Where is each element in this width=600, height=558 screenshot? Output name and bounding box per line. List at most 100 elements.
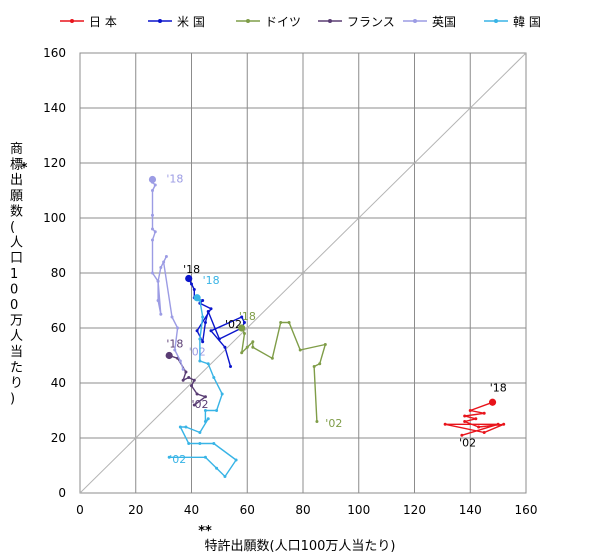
legend-label: フランス [347, 15, 395, 29]
start-year-label: '02 [459, 436, 476, 449]
data-point [463, 420, 467, 423]
x-tick-label: 0 [76, 503, 84, 517]
data-point [150, 227, 154, 231]
data-point [159, 312, 163, 316]
data-point [220, 392, 224, 396]
grid [79, 52, 527, 494]
data-point [167, 455, 171, 459]
data-point [215, 409, 219, 412]
series-line [444, 401, 505, 436]
data-point [460, 433, 464, 437]
data-point [270, 356, 274, 360]
data-point [318, 362, 322, 366]
data-point [150, 238, 154, 242]
data-point [181, 378, 185, 382]
y-tick-label: 60 [51, 321, 66, 335]
diagonal-reference-line [79, 52, 527, 494]
start-year-label: '02 [325, 417, 342, 430]
x-tick-label: 20 [128, 503, 143, 517]
start-year-label: '02 [192, 398, 209, 411]
x-tick-label: 40 [184, 503, 199, 517]
data-point [212, 442, 216, 445]
data-point [251, 340, 255, 344]
data-point [482, 431, 486, 434]
data-point [164, 255, 168, 258]
x-tick-label: 80 [295, 503, 310, 517]
data-point [156, 299, 160, 302]
data-point [496, 422, 500, 426]
data-point [251, 345, 255, 349]
data-point [206, 362, 210, 366]
data-point [240, 315, 244, 319]
series-3: '02 '18 [238, 310, 342, 430]
legend-item-5: 英国 [403, 15, 456, 29]
legend-label: 日 本 [89, 15, 117, 29]
data-point [229, 365, 233, 368]
plot-area: '02'18'02'18'02'18'02'18'02'18'02'18 [148, 172, 507, 478]
x-tick-label: 100 [347, 503, 370, 517]
data-point [198, 431, 202, 434]
data-point [150, 189, 154, 192]
data-point [178, 425, 182, 429]
data-point [215, 466, 219, 470]
y-axis-title-mark: * [21, 161, 28, 176]
data-point [150, 213, 154, 217]
data-point [443, 422, 447, 426]
data-point [181, 367, 185, 371]
data-point [190, 282, 193, 286]
y-axis-title-char: 1 [10, 267, 18, 282]
series-end-marker [185, 274, 193, 283]
data-point [242, 332, 246, 335]
data-point [203, 321, 207, 324]
series-end-marker [238, 324, 246, 332]
data-point [502, 422, 506, 426]
legend-item-4: フランス [318, 15, 395, 29]
y-tick-label: 40 [51, 376, 66, 390]
y-axis-title-char: 標 [10, 158, 23, 173]
data-point [463, 414, 467, 418]
data-point [212, 376, 216, 379]
data-point [201, 340, 205, 344]
data-point [217, 337, 221, 341]
series-end-marker [488, 398, 497, 406]
series-end-marker [165, 351, 173, 360]
legend-label: 米 国 [177, 15, 205, 29]
data-point [198, 337, 202, 341]
legend-item-2: 米 国 [148, 15, 205, 29]
legend-marker [494, 19, 498, 23]
data-point [184, 425, 188, 429]
legend-item-1: 日 本 [60, 15, 117, 29]
start-year-label: '02 [169, 453, 186, 466]
series-end-marker [193, 294, 201, 302]
x-axis-title: 特許出願数(人口100万人当たり) [205, 539, 396, 554]
y-axis-title: 商標出願数(人口 1 0 0 万人当たり) [10, 142, 23, 407]
data-point [203, 420, 207, 423]
y-axis-title-char: 人 [10, 329, 23, 344]
data-point [242, 321, 246, 324]
x-tick-label: 140 [459, 503, 482, 517]
y-axis-title-char: 0 [10, 282, 18, 297]
y-tick-label: 140 [43, 101, 66, 115]
legend-marker [158, 19, 162, 23]
data-point [209, 307, 213, 311]
data-point [198, 359, 202, 363]
data-point [312, 365, 316, 368]
y-axis-title-char: り [10, 376, 23, 391]
data-point [150, 271, 154, 275]
data-point [323, 343, 327, 346]
data-point [245, 345, 249, 349]
y-axis-title-char: 出 [10, 173, 23, 188]
y-tick-label: 20 [51, 431, 66, 445]
data-point [203, 455, 207, 459]
data-point [201, 315, 205, 319]
data-point [173, 348, 177, 352]
data-point [203, 409, 207, 412]
legend-marker [328, 19, 332, 23]
tick-labels: 0 20 40 60 80 100 120 140 160 0 20 40 60 80 100 120 140 1… [43, 46, 537, 517]
y-tick-label: 160 [43, 46, 66, 60]
series-1: '02 '18 [443, 381, 507, 449]
series-5: '02 '18 [148, 172, 206, 371]
legend-marker [413, 19, 417, 23]
y-axis-title-char: 0 [10, 298, 18, 313]
legend-label: 韓 国 [513, 15, 541, 29]
